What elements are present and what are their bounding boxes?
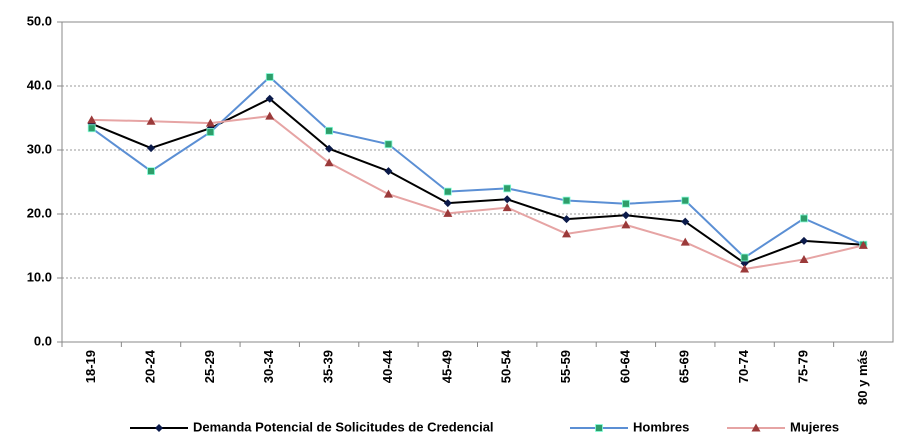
point xyxy=(800,214,808,223)
x-tick-label: 70-74 xyxy=(736,349,751,383)
point xyxy=(502,203,512,212)
x-tick-label: 35-39 xyxy=(321,350,336,383)
legend-marker xyxy=(751,423,761,432)
point xyxy=(503,195,512,204)
x-tick-label: 50-54 xyxy=(499,349,514,383)
legend-label: Hombres xyxy=(633,419,689,434)
point xyxy=(265,111,275,120)
point xyxy=(325,126,334,135)
y-tick-label: 10.0 xyxy=(27,269,52,284)
point xyxy=(265,94,274,103)
y-tick-label: 40.0 xyxy=(27,77,52,92)
x-tick-label: 45-49 xyxy=(439,350,454,383)
point xyxy=(147,167,155,176)
y-tick-label: 50.0 xyxy=(27,13,52,28)
x-tick-label: 25-29 xyxy=(202,350,217,383)
legend-label: Mujeres xyxy=(790,419,839,434)
series-line xyxy=(91,75,864,259)
point xyxy=(87,115,97,124)
x-tick-label: 75-79 xyxy=(795,350,810,383)
point xyxy=(205,118,215,127)
point xyxy=(621,211,630,220)
point xyxy=(443,187,452,196)
point xyxy=(621,220,631,229)
point xyxy=(206,128,215,136)
point xyxy=(503,184,512,193)
point xyxy=(740,264,750,273)
point xyxy=(384,167,393,176)
x-tick-label: 40-44 xyxy=(380,349,395,383)
x-tick-label: 20-24 xyxy=(142,349,157,383)
point xyxy=(147,144,156,153)
point xyxy=(562,196,571,205)
point xyxy=(87,124,96,133)
y-tick-label: 30.0 xyxy=(27,141,52,156)
point xyxy=(265,73,274,81)
point xyxy=(799,236,808,245)
point xyxy=(740,253,749,262)
legend-label: Demanda Potencial de Solicitudes de Cred… xyxy=(193,419,494,434)
point xyxy=(324,158,334,167)
y-tick-label: 20.0 xyxy=(27,205,52,220)
series-line xyxy=(91,115,864,271)
point xyxy=(680,237,690,246)
point xyxy=(799,254,809,263)
x-tick-label: 80 y más xyxy=(855,350,870,405)
point xyxy=(325,144,334,153)
legend-marker xyxy=(595,424,603,432)
point xyxy=(443,208,453,217)
point xyxy=(562,215,571,224)
point xyxy=(681,196,690,205)
point xyxy=(858,240,868,249)
point xyxy=(562,229,572,238)
y-tick-label: 0.0 xyxy=(34,333,52,348)
x-tick-label: 18-19 xyxy=(83,350,98,383)
x-tick-label: 60-64 xyxy=(617,349,632,383)
point xyxy=(384,140,393,149)
point xyxy=(681,217,690,226)
x-tick-label: 65-69 xyxy=(677,350,692,383)
point xyxy=(146,116,156,125)
point xyxy=(621,199,630,208)
legend-marker xyxy=(155,424,163,432)
point xyxy=(383,189,393,198)
point xyxy=(443,199,452,208)
x-tick-label: 55-59 xyxy=(558,350,573,383)
x-tick-label: 30-34 xyxy=(261,349,276,383)
plot-border xyxy=(61,21,894,343)
